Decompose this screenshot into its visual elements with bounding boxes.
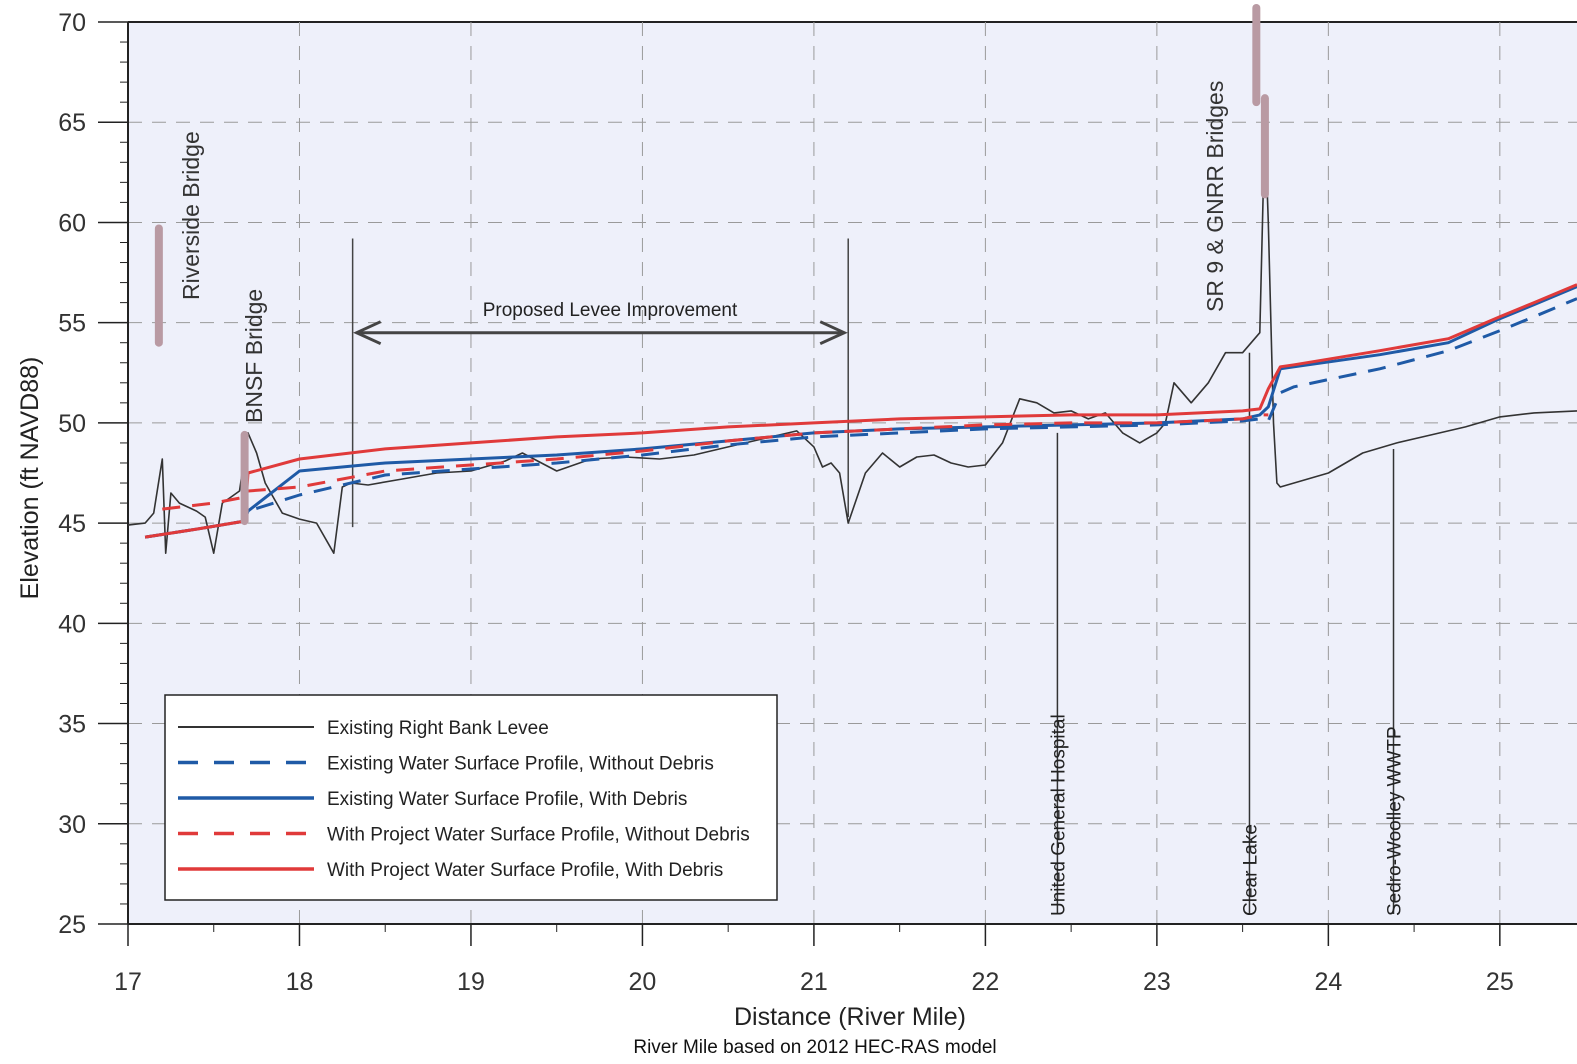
legend-label: Existing Water Surface Profile, With Deb… [327,789,687,810]
legend-label: With Project Water Surface Profile, With… [327,860,723,881]
landmark-label: United General Hospital [1048,714,1069,916]
x-tick-label: 24 [1314,968,1342,996]
riverside-bridge-label: Riverside Bridge [178,131,204,300]
y-tick-label: 45 [58,510,86,538]
bnsf-bridge-label: BNSF Bridge [241,289,267,423]
y-tick-label: 65 [58,109,86,137]
x-tick-label: 20 [629,968,657,996]
legend-label: Existing Right Bank Levee [327,718,549,739]
y-tick-label: 70 [58,9,86,37]
y-tick-label: 55 [58,310,86,338]
y-tick-label: 50 [58,410,86,438]
y-tick-label: 35 [58,711,86,739]
y-tick-label: 25 [58,911,86,939]
y-tick-label: 60 [58,209,86,237]
legend-label: With Project Water Surface Profile, With… [327,825,750,846]
x-tick-label: 21 [800,968,828,996]
levee-improvement-label: Proposed Levee Improvement [483,300,738,321]
x-axis-title: Distance (River Mile) [734,1003,966,1031]
x-tick-label: 23 [1143,968,1171,996]
legend-label: Existing Water Surface Profile, Without … [327,754,714,775]
landmark-label: Clear Lake [1240,824,1261,916]
x-tick-label: 18 [286,968,314,996]
y-axis-title: Elevation (ft NAVD88) [16,357,44,600]
landmark-label: Sedro-Woolley WWTP [1385,726,1406,916]
x-tick-label: 19 [457,968,485,996]
x-tick-label: 17 [114,968,142,996]
x-tick-label: 22 [971,968,999,996]
x-tick-label: 25 [1486,968,1514,996]
sr9-gnrr-bridges-label: SR 9 & GNRR Bridges [1202,81,1228,312]
y-tick-label: 30 [58,811,86,839]
legend: Existing Right Bank Levee Existing Water … [165,695,777,900]
x-axis-note: River Mile based on 2012 HEC-RAS model [633,1037,996,1058]
y-tick-label: 40 [58,610,86,638]
